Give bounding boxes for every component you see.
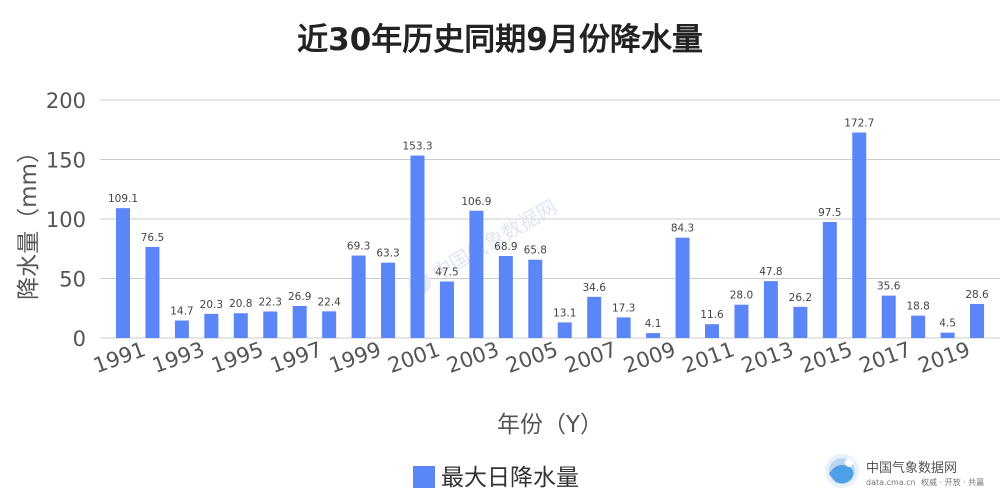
bars bbox=[116, 132, 985, 338]
data-label-2013: 47.8 bbox=[759, 266, 782, 278]
data-label-1998: 22.4 bbox=[317, 296, 341, 308]
data-label-2017: 35.6 bbox=[877, 281, 901, 293]
x-tick-label: 2015 bbox=[797, 337, 855, 378]
data-label-1995: 20.8 bbox=[229, 298, 252, 310]
legend: 最大日降水量 bbox=[413, 465, 579, 491]
bar-2008 bbox=[616, 317, 631, 338]
x-axis-label: 年份（Y） bbox=[497, 412, 603, 438]
x-tick-label: 2011 bbox=[679, 337, 737, 378]
bar-2019 bbox=[940, 332, 955, 338]
bar-2000 bbox=[381, 262, 396, 338]
bar-1999 bbox=[351, 255, 366, 338]
data-label-2015: 97.5 bbox=[818, 207, 841, 219]
x-tick-label: 1991 bbox=[90, 337, 148, 378]
data-label-1991: 109.1 bbox=[108, 193, 138, 205]
x-tick-label: 2005 bbox=[503, 337, 561, 378]
x-tick-label: 2009 bbox=[620, 337, 678, 378]
gridlines bbox=[100, 99, 1000, 339]
y-tick-label: 100 bbox=[46, 208, 86, 232]
bar-2014 bbox=[793, 306, 808, 338]
bar-2018 bbox=[911, 315, 926, 338]
logo-url: data.cma.cn bbox=[866, 478, 916, 487]
data-labels: 109.1 76.5 14.7 20.3 20.8 22.3 26.9 22.4 69.3 63.… bbox=[108, 117, 989, 330]
y-tick-label: 50 bbox=[59, 268, 86, 292]
chart-title: 近30年历史同期9月份降水量 bbox=[297, 22, 703, 58]
data-label-2001: 153.3 bbox=[402, 141, 432, 153]
data-label-1999: 69.3 bbox=[347, 241, 370, 253]
source-logo: 中国气象数据网 data.cma.cn 权威 · 开放 · 共赢 bbox=[825, 454, 984, 488]
y-axis-ticks: 0 50 100 150 200 bbox=[46, 89, 86, 351]
bar-2012 bbox=[734, 304, 749, 338]
legend-swatch bbox=[413, 466, 435, 488]
data-label-2005: 65.8 bbox=[524, 245, 547, 257]
bar-2004 bbox=[498, 256, 513, 338]
bar-1997 bbox=[292, 305, 307, 338]
cma-data-logo-icon bbox=[825, 454, 859, 488]
bar-2010 bbox=[675, 237, 690, 338]
data-label-2014: 26.2 bbox=[789, 292, 812, 304]
bar-2017 bbox=[881, 295, 896, 338]
bar-1994 bbox=[204, 313, 219, 338]
data-label-2000: 63.3 bbox=[376, 248, 399, 260]
data-label-1997: 26.9 bbox=[288, 291, 311, 303]
data-label-2010: 84.3 bbox=[671, 223, 694, 235]
x-tick-label: 2017 bbox=[856, 337, 914, 378]
data-label-1993: 14.7 bbox=[170, 306, 193, 318]
x-tick-label: 2007 bbox=[561, 337, 619, 378]
x-tick-label: 1993 bbox=[149, 337, 207, 378]
bar-2001 bbox=[410, 155, 425, 338]
bar-2020 bbox=[970, 303, 985, 338]
data-label-2020: 28.6 bbox=[965, 289, 989, 301]
bar-2002 bbox=[439, 281, 454, 338]
data-label-2009: 4.1 bbox=[645, 318, 662, 330]
bar-2006 bbox=[557, 322, 572, 338]
y-axis-label: 降水量（mm） bbox=[16, 140, 42, 300]
y-tick-label: 0 bbox=[73, 327, 86, 351]
bar-1991 bbox=[116, 208, 130, 338]
data-label-2007: 34.6 bbox=[583, 282, 607, 294]
bar-1998 bbox=[322, 311, 337, 338]
legend-label: 最大日降水量 bbox=[441, 465, 579, 491]
data-label-1996: 22.3 bbox=[259, 296, 282, 308]
x-axis-ticks: 1991 1993 1995 1997 1999 2001 2003 2005 2007 2009… bbox=[90, 337, 973, 378]
bar-1992 bbox=[145, 246, 160, 338]
data-label-2018: 18.8 bbox=[906, 301, 929, 313]
data-label-2006: 13.1 bbox=[553, 307, 576, 319]
logo-name: 中国气象数据网 bbox=[866, 460, 957, 476]
bar-2009 bbox=[646, 333, 661, 338]
data-label-2011: 11.6 bbox=[700, 309, 724, 321]
x-tick-label: 2003 bbox=[444, 337, 502, 378]
y-tick-label: 150 bbox=[46, 149, 86, 173]
x-tick-label: 1999 bbox=[326, 337, 384, 378]
x-tick-label: 1995 bbox=[208, 337, 266, 378]
data-label-2019: 4.5 bbox=[939, 318, 956, 330]
bar-2016 bbox=[852, 132, 867, 338]
bar-1996 bbox=[263, 311, 278, 338]
data-label-2012: 28.0 bbox=[730, 290, 753, 302]
x-tick-label: 1997 bbox=[267, 337, 325, 378]
data-label-2003: 106.9 bbox=[461, 196, 491, 208]
bar-1993 bbox=[174, 320, 189, 338]
bar-2003 bbox=[469, 210, 484, 338]
bar-2007 bbox=[587, 296, 602, 338]
data-label-2008: 17.3 bbox=[612, 302, 635, 314]
x-tick-label: 2001 bbox=[385, 337, 443, 378]
y-tick-label: 200 bbox=[46, 89, 86, 113]
data-label-1992: 76.5 bbox=[141, 232, 164, 244]
x-tick-label: 2019 bbox=[915, 337, 973, 378]
data-label-2002: 47.5 bbox=[435, 266, 458, 278]
bar-2005 bbox=[528, 259, 543, 338]
logo-slogan: 权威 · 开放 · 共赢 bbox=[921, 477, 984, 487]
bar-2011 bbox=[705, 324, 719, 338]
data-label-2004: 68.9 bbox=[494, 241, 517, 253]
data-label-1994: 20.3 bbox=[200, 299, 223, 311]
bar-2015 bbox=[822, 221, 837, 338]
data-label-2016: 172.7 bbox=[844, 117, 874, 129]
bar-2013 bbox=[763, 281, 778, 338]
bar-1995 bbox=[233, 313, 248, 338]
x-tick-label: 2013 bbox=[738, 337, 796, 378]
